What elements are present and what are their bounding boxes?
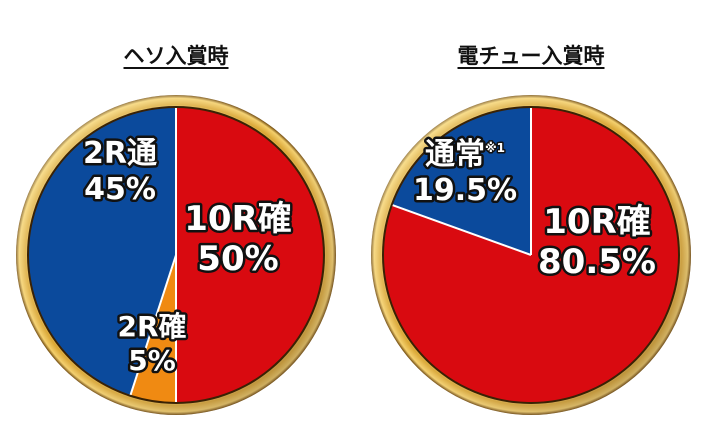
slice-label-value: 50% <box>197 239 278 279</box>
slice-label-2r-tsu: 2R通 45% <box>83 136 157 207</box>
slice-label-tsujo: 通常※1 19.5% <box>413 137 517 208</box>
slice-label-value: 19.5% <box>413 173 517 208</box>
chart-title-denchu: 電チュー入賞時 <box>457 44 605 68</box>
slice-label-name: 2R通 <box>83 136 157 171</box>
slice-divider-2 <box>392 204 532 256</box>
slice-label-value: 5% <box>128 344 176 377</box>
slice-label-value: 45% <box>84 172 156 207</box>
slice-label-name: 10R確 <box>543 202 651 242</box>
pie-slice-10r-kaku <box>176 108 323 402</box>
slice-label-name: 10R確 <box>184 199 292 239</box>
slice-label-name: 2R確 <box>117 310 186 343</box>
pie-slice-tsujo <box>392 108 531 255</box>
pie-chart-1: 10R確 50% 2R確 5% 2R通 45% <box>16 95 336 415</box>
pie-slice-2r-tsu <box>28 107 177 395</box>
slice-label-10r-kaku: 10R確 80.5% <box>538 202 656 282</box>
slice-label-name: 通常 <box>425 137 485 172</box>
slice-label-2r-kaku: 2R確 5% <box>117 310 186 377</box>
pie-chart-2: 10R確 80.5% 通常※1 19.5% <box>371 95 691 415</box>
slice-divider-3 <box>129 254 177 396</box>
slice-label-10r-kaku: 10R確 50% <box>184 199 292 279</box>
slice-label-value: 80.5% <box>538 242 656 282</box>
slice-label-note: ※1 <box>485 141 505 155</box>
chart-title-heso: ヘソ入賞時 <box>123 44 229 68</box>
